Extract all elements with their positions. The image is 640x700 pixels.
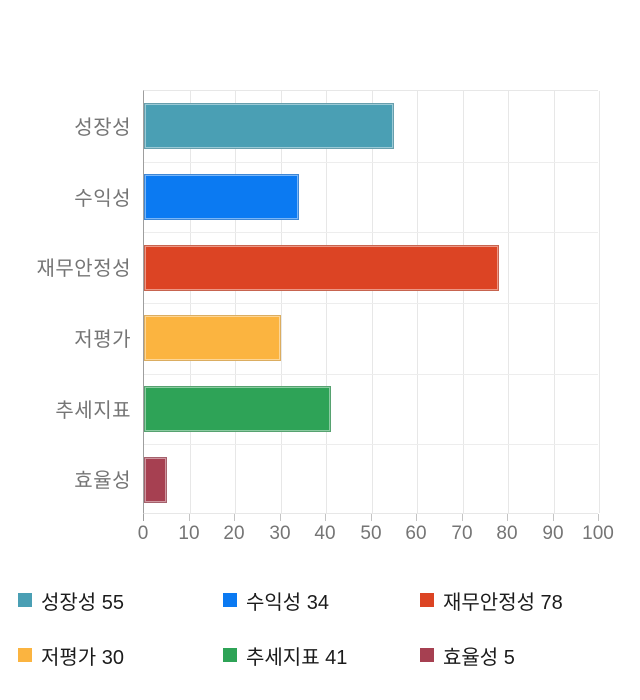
category-label: 성장성 <box>74 117 131 139</box>
legend-item-4[interactable]: 저평가 30 <box>18 644 223 669</box>
x-axis-tick-label: 40 <box>314 523 336 544</box>
x-axis-tick <box>280 514 281 521</box>
legend-label: 저평가 30 <box>41 646 125 669</box>
gridline-horizontal <box>144 303 598 304</box>
gridline-vertical <box>190 91 191 513</box>
x-axis-tick <box>325 514 326 521</box>
legend-swatch-icon <box>18 593 32 607</box>
legend-item-6[interactable]: 효율성 5 <box>420 644 622 669</box>
legend-swatch-icon <box>223 593 237 607</box>
x-axis-tick-label: 10 <box>178 523 200 544</box>
gridline-horizontal <box>144 232 598 233</box>
gridline-vertical <box>599 91 600 513</box>
category-label: 효율성 <box>74 470 131 492</box>
gridline-vertical <box>463 91 464 513</box>
legend-label: 재무안정성 78 <box>443 591 563 614</box>
x-axis-tick-label: 0 <box>137 523 149 544</box>
legend-item-2[interactable]: 수익성 34 <box>223 589 420 614</box>
legend: 성장성 55 수익성 34 재무안정성 78 저평가 30 추세지표 41 효율성 5 <box>18 589 622 669</box>
bar-4[interactable] <box>144 315 281 361</box>
legend-swatch-icon <box>420 593 434 607</box>
legend-swatch-icon <box>18 648 32 662</box>
x-axis-tick <box>234 514 235 521</box>
x-axis-tick <box>507 514 508 521</box>
gridline-vertical <box>281 91 282 513</box>
legend-label: 수익성 34 <box>246 591 330 614</box>
gridline-vertical <box>508 91 509 513</box>
x-axis-tick <box>462 514 463 521</box>
gridline-vertical <box>235 91 236 513</box>
bar-6[interactable] <box>144 457 167 503</box>
category-label: 수익성 <box>74 188 131 210</box>
x-axis-tick-label: 90 <box>542 523 564 544</box>
x-axis-tick <box>371 514 372 521</box>
x-axis-tick-label: 80 <box>496 523 518 544</box>
gridline-vertical <box>372 91 373 513</box>
bar-3[interactable] <box>144 245 499 291</box>
x-axis-tick <box>598 514 599 521</box>
category-label: 저평가 <box>74 329 131 351</box>
x-axis-tick <box>416 514 417 521</box>
x-axis-tick-label: 50 <box>360 523 382 544</box>
legend-item-1[interactable]: 성장성 55 <box>18 589 223 614</box>
bar-2[interactable] <box>144 174 299 220</box>
x-axis-tick-label: 70 <box>451 523 473 544</box>
legend-swatch-icon <box>420 648 434 662</box>
gridline-vertical <box>554 91 555 513</box>
legend-label: 추세지표 41 <box>246 646 348 669</box>
plot-area <box>143 90 600 514</box>
legend-label: 성장성 55 <box>41 591 125 614</box>
gridline-horizontal <box>144 162 598 163</box>
legend-swatch-icon <box>223 648 237 662</box>
legend-item-5[interactable]: 추세지표 41 <box>223 644 420 669</box>
x-axis-tick-label: 100 <box>582 523 614 544</box>
gridline-horizontal <box>144 374 598 375</box>
bar-5[interactable] <box>144 386 331 432</box>
x-axis-tick <box>143 514 144 521</box>
gridline-vertical <box>417 91 418 513</box>
legend-label: 효율성 5 <box>443 646 515 669</box>
gridline-horizontal <box>144 444 598 445</box>
legend-item-3[interactable]: 재무안정성 78 <box>420 589 622 614</box>
x-axis-tick <box>189 514 190 521</box>
x-axis-tick-label: 30 <box>269 523 291 544</box>
category-label: 재무안정성 <box>36 258 131 280</box>
gridline-vertical <box>326 91 327 513</box>
x-axis-tick <box>553 514 554 521</box>
x-axis-tick-label: 60 <box>405 523 427 544</box>
bar-1[interactable] <box>144 103 394 149</box>
category-label: 추세지표 <box>55 400 131 422</box>
x-axis-tick-label: 20 <box>223 523 245 544</box>
